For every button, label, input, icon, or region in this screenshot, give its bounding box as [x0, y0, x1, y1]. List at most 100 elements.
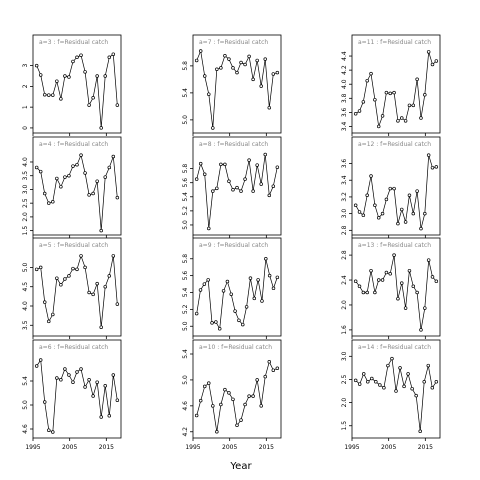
panel-9: a=13 : f=Residual catch 1.6 2.0 2.4 2.8 — [341, 237, 441, 339]
data-point — [267, 105, 272, 110]
data-point — [107, 55, 112, 60]
y-tick-label: 2.5 — [341, 375, 348, 385]
data-point — [275, 366, 280, 371]
y-tick-label: 3 — [22, 64, 29, 68]
x-tick-label: 2005 — [381, 444, 396, 451]
data-point — [231, 187, 235, 192]
data-point — [51, 200, 55, 204]
data-point — [426, 363, 431, 368]
y-tick-label: 4.2 — [182, 427, 189, 437]
y-tick-label: 4.6 — [22, 424, 29, 434]
data-point — [370, 376, 374, 381]
data-point — [415, 189, 419, 193]
data-point — [95, 179, 99, 183]
data-point — [434, 59, 439, 63]
data-point — [403, 220, 408, 224]
data-point — [67, 75, 71, 79]
data-point — [426, 153, 431, 157]
data-point — [75, 55, 79, 60]
data-point — [47, 93, 51, 97]
panel-frame — [351, 136, 441, 236]
y-tick-label: 5.4 — [182, 349, 189, 359]
data-point — [55, 176, 59, 181]
y-tick-label: 5.2 — [182, 304, 189, 314]
data-point — [244, 305, 249, 309]
y-tick-label: 5.0 — [182, 375, 189, 385]
panel-1: a=3 : f=Residual catch 0 1 2 3 — [22, 34, 122, 136]
series-line — [355, 255, 437, 330]
data-point — [390, 356, 394, 361]
panel-frame — [192, 34, 282, 134]
data-point — [194, 58, 199, 63]
y-tick-label: 2.4 — [341, 275, 348, 285]
data-point — [382, 386, 386, 390]
data-point — [392, 253, 396, 257]
data-point — [198, 398, 203, 403]
data-point — [251, 189, 255, 193]
y-tick-label: 2.8 — [341, 225, 348, 235]
data-point — [223, 162, 227, 167]
data-point — [407, 103, 412, 108]
data-point — [103, 74, 107, 78]
data-point — [380, 114, 385, 118]
data-point — [378, 383, 382, 387]
panel-12: a=14 : f=Residual catch 1.5 2.0 2.5 3.0 1995 2… — [341, 339, 441, 451]
data-point — [256, 278, 260, 282]
data-point — [63, 74, 67, 78]
y-tick-label: 4.6 — [182, 401, 189, 411]
data-point — [243, 177, 247, 181]
data-point — [423, 93, 427, 97]
data-point — [229, 292, 233, 296]
data-point — [419, 116, 423, 120]
panel-strip-label: a=10 : f=Residual catch — [199, 344, 272, 351]
data-point — [241, 322, 245, 327]
panel-frame — [351, 34, 441, 134]
data-point — [357, 109, 362, 113]
data-point — [223, 387, 227, 392]
data-point — [411, 211, 416, 216]
data-point — [67, 173, 71, 178]
y-tick-label: 5.4 — [182, 288, 189, 298]
data-point — [210, 321, 214, 325]
data-point — [392, 186, 396, 191]
data-point — [115, 302, 120, 306]
data-point — [419, 328, 423, 332]
data-point — [75, 162, 79, 167]
data-point — [198, 161, 203, 166]
panel-frame — [32, 237, 122, 337]
data-point — [426, 258, 431, 262]
data-point — [71, 164, 75, 168]
y-tick-label: 2.5 — [22, 198, 29, 208]
data-point — [194, 177, 199, 181]
data-point — [95, 74, 99, 78]
data-point — [202, 172, 207, 176]
data-point — [233, 309, 237, 313]
data-point — [202, 282, 207, 286]
data-point — [255, 163, 259, 167]
y-tick-label: 3.8 — [341, 93, 348, 103]
panel-strip-label: a=4 : f=Residual catch — [39, 141, 108, 148]
data-point — [111, 52, 116, 56]
y-tick-label: 5.8 — [182, 61, 189, 71]
data-point — [239, 60, 243, 65]
y-tick-label: 5.0 — [182, 321, 189, 331]
y-tick-label: 3.2 — [341, 192, 348, 202]
y-tick-label: 3.0 — [341, 209, 348, 219]
data-point — [406, 372, 410, 376]
panel-10: a=6 : f=Residual catch 4.6 5.0 5.4 1995 2005 2… — [22, 339, 122, 451]
data-point — [215, 186, 219, 191]
y-tick-label: 2.0 — [341, 300, 348, 310]
y-tick-label: 3.6 — [341, 159, 348, 169]
data-point — [219, 66, 223, 70]
y-tick-label: 3.6 — [341, 107, 348, 117]
data-point — [211, 126, 215, 130]
data-point — [275, 165, 280, 169]
data-point — [34, 267, 39, 272]
data-point — [267, 193, 272, 198]
data-point — [365, 78, 369, 83]
data-point — [51, 430, 55, 434]
data-point — [42, 300, 47, 304]
data-point — [87, 290, 91, 295]
y-tick-label: 1.6 — [341, 325, 348, 335]
data-point — [227, 391, 231, 395]
